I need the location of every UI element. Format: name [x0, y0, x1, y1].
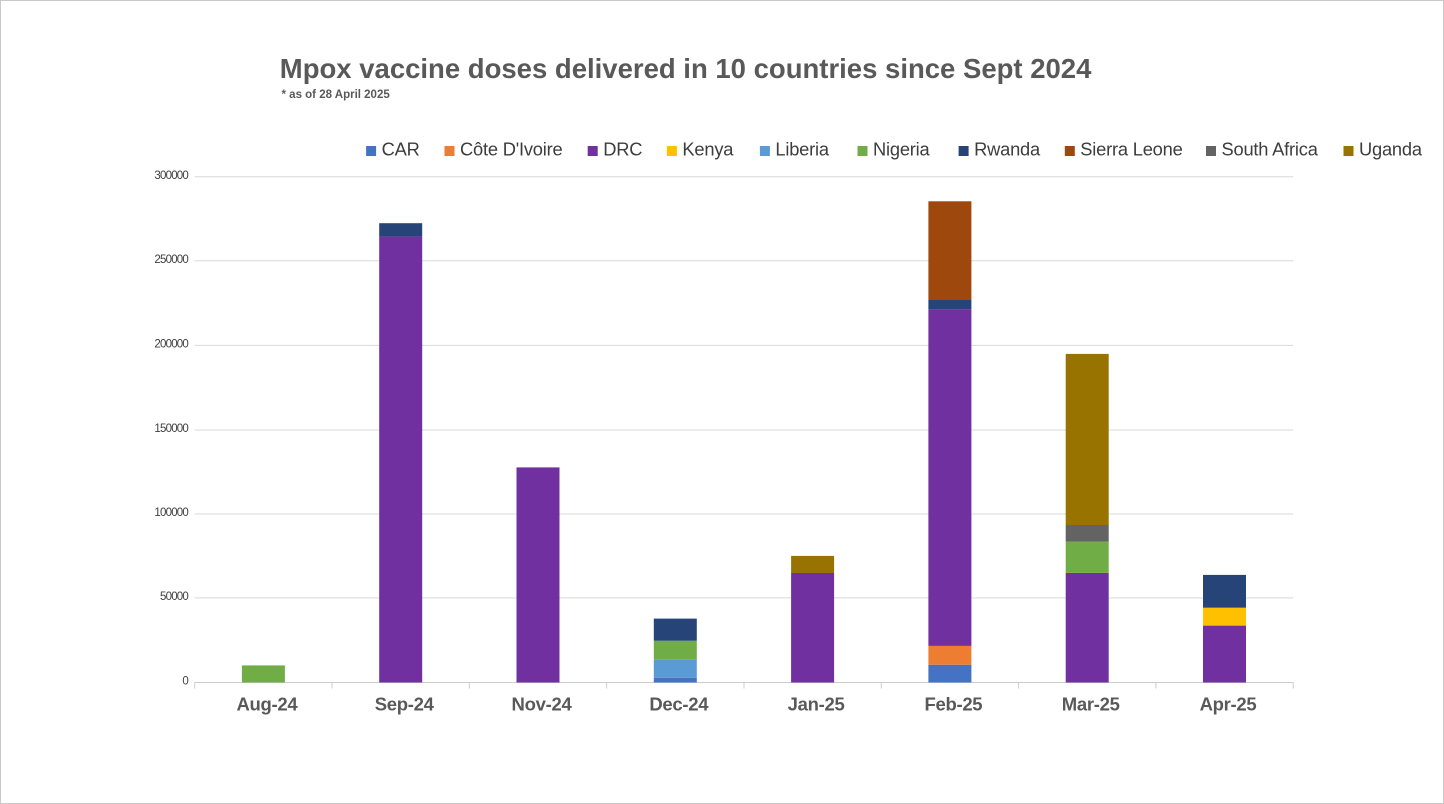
- svg-text:South Africa: South Africa: [1222, 138, 1319, 159]
- svg-text:150000: 150000: [154, 423, 188, 435]
- svg-text:Nigeria: Nigeria: [873, 138, 931, 159]
- svg-text:Sierra Leone: Sierra Leone: [1080, 138, 1182, 159]
- svg-text:Sep-24: Sep-24: [375, 693, 435, 714]
- svg-text:* as of 28 April 2025: * as of 28 April 2025: [282, 89, 391, 101]
- svg-text:Rwanda: Rwanda: [974, 138, 1041, 159]
- svg-text:Aug-24: Aug-24: [236, 693, 298, 714]
- svg-text:CAR: CAR: [382, 138, 420, 159]
- svg-text:Nov-24: Nov-24: [512, 693, 573, 714]
- svg-text:Liberia: Liberia: [775, 138, 830, 159]
- svg-text:Feb-25: Feb-25: [924, 693, 982, 714]
- svg-text:0: 0: [182, 676, 188, 688]
- svg-text:Uganda: Uganda: [1359, 138, 1423, 159]
- svg-text:Kenya: Kenya: [682, 138, 734, 159]
- svg-text:50000: 50000: [160, 591, 188, 603]
- svg-text:200000: 200000: [154, 339, 188, 351]
- svg-text:100000: 100000: [154, 507, 188, 519]
- svg-text:Mpox vaccine doses delivered i: Mpox vaccine doses delivered in 10 count…: [280, 53, 1092, 84]
- svg-text:Apr-25: Apr-25: [1200, 693, 1257, 714]
- svg-text:Mar-25: Mar-25: [1062, 693, 1120, 714]
- svg-text:Côte D'Ivoire: Côte D'Ivoire: [460, 138, 563, 159]
- svg-text:Dec-24: Dec-24: [649, 693, 709, 714]
- svg-text:300000: 300000: [154, 170, 188, 182]
- svg-text:DRC: DRC: [603, 138, 642, 159]
- svg-text:Jan-25: Jan-25: [788, 693, 845, 714]
- svg-text:250000: 250000: [154, 254, 188, 266]
